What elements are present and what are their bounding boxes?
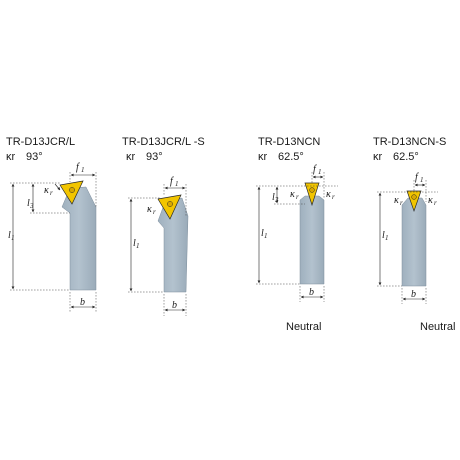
svg-text:1: 1 (81, 166, 85, 174)
tool-4-designation: TR-D13NCN-S (373, 136, 446, 148)
tool-3-insert (304, 182, 320, 207)
tool-4-shank (401, 197, 427, 287)
tool-3-angle-value: 62.5° (278, 151, 304, 163)
tool-3-b-label: b (309, 287, 314, 298)
tool-4-kappa-left-label: κ (394, 195, 399, 206)
tool-3-mode: Neutral (286, 321, 321, 333)
tool-1-designation: TR-D13JCR/L (6, 136, 75, 148)
svg-text:1: 1 (11, 234, 15, 242)
tool-1-f1-label: f (76, 162, 80, 173)
svg-text:1: 1 (318, 168, 322, 176)
svg-text:r: r (332, 193, 335, 201)
tool-2-f1-label: f (170, 176, 174, 187)
tool-1: TR-D13JCR/L κr 93° f 1 κ r l 1 l 3 b (6, 136, 97, 312)
tool-4-l1-label: l (382, 230, 385, 241)
tool-2-b-label: b (172, 300, 177, 311)
tool-3-kappa-right-label: κ (326, 189, 331, 200)
svg-text:r: r (296, 193, 299, 201)
tool-1-angle-value: 93° (26, 151, 43, 163)
tool-3-l3-label: l (272, 192, 275, 203)
tool-3-shank (299, 195, 325, 285)
svg-text:r: r (400, 199, 403, 207)
tool-4: TR-D13NCN-S κr 62.5° f 1 κ r κ r l 1 b N… (373, 136, 455, 333)
tool-4-kappa-right-label: κ (428, 195, 433, 206)
tool-1-l3-label: l (27, 198, 30, 209)
tool-3: TR-D13NCN κr 62.5° f 1 κ r κ r l 1 l 3 b… (256, 136, 338, 333)
tool-3-insert-hole (309, 187, 315, 193)
tool-1-insert-hole (69, 187, 75, 193)
svg-text:r: r (50, 189, 53, 197)
tool-2-kappa-label: κ (147, 204, 152, 215)
tool-3-f1-label: f (313, 164, 317, 175)
tool-4-insert-hole (411, 194, 417, 200)
tool-1-shank (61, 186, 97, 291)
tool-3-kappa-left-label: κ (290, 189, 295, 200)
tool-1-b-label: b (80, 297, 85, 308)
tool-2-l1-label: l (133, 238, 136, 249)
tool-2-angle-prefix: κr (126, 151, 136, 163)
tool-4-angle-value: 62.5° (393, 151, 419, 163)
tool-2-designation: TR-D13JCR/L -S (122, 136, 205, 148)
tool-1-l1-label: l (8, 230, 11, 241)
tool-2-insert (157, 194, 182, 220)
tool-4-insert (406, 190, 422, 213)
tool-1-angle-prefix: κr (6, 151, 16, 163)
svg-text:r: r (434, 199, 437, 207)
tool-3-designation: TR-D13NCN (258, 136, 320, 148)
tool-2-angle-value: 93° (146, 151, 163, 163)
tool-4-mode: Neutral (420, 321, 455, 333)
tool-2-insert-hole (167, 201, 173, 207)
svg-text:1: 1 (136, 242, 140, 250)
svg-text:1: 1 (385, 234, 389, 242)
svg-text:1: 1 (264, 232, 268, 240)
svg-text:1: 1 (175, 180, 179, 188)
tool-2: TR-D13JCR/L -S κr 93° f 1 κ r l 1 b (122, 136, 205, 316)
svg-text:3: 3 (29, 202, 34, 210)
tool-3-angle-prefix: κr (258, 151, 268, 163)
tool-4-f1-label: f (415, 172, 419, 183)
svg-text:3: 3 (274, 196, 279, 204)
tool-1-kappa-label: κ (44, 185, 49, 196)
tool-3-l1-label: l (261, 228, 264, 239)
svg-text:r: r (153, 208, 156, 216)
svg-text:1: 1 (420, 176, 424, 184)
tool-4-b-label: b (411, 289, 416, 300)
tool-4-angle-prefix: κr (373, 151, 383, 163)
